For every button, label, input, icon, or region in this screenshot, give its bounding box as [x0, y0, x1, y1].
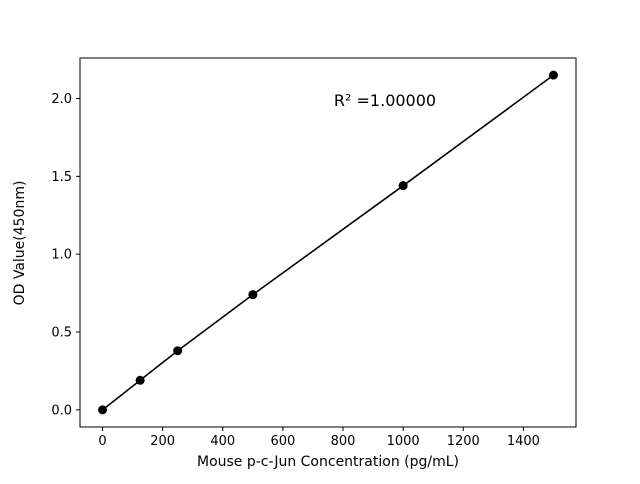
fit-line: [102, 74, 554, 411]
y-tick-label: 1.5: [51, 170, 72, 185]
x-tick-label: 600: [270, 434, 295, 449]
axes-spines: [79, 57, 577, 428]
x-tick-label: 0: [98, 434, 106, 449]
data-point-marker: [173, 346, 183, 356]
y-tick-label: 1.0: [51, 248, 72, 263]
y-tick-label: 2.0: [51, 92, 72, 107]
x-tick-label: 200: [150, 434, 175, 449]
y-axis-label: OD Value(450nm): [12, 181, 28, 306]
data-point-marker: [398, 181, 408, 191]
data-point-marker: [248, 290, 258, 300]
y-tick-label: 0.5: [51, 326, 72, 341]
data-point-marker: [98, 405, 108, 415]
data-point-marker: [548, 70, 558, 80]
x-tick-label: 1400: [507, 434, 540, 449]
y-tick-label: 0.0: [51, 403, 72, 418]
plot-area: 0 200 400 600 800 1000 1200 1400 0.0 0.5 1.0 1.5 2.0: [51, 57, 577, 449]
x-tick-label: 1200: [447, 434, 480, 449]
x-axis-label: Mouse p-c-Jun Concentration (pg/mL): [197, 454, 459, 470]
x-tick-label: 800: [331, 434, 356, 449]
x-tick-label: 1000: [387, 434, 420, 449]
x-tick-label: 400: [210, 434, 235, 449]
data-point-marker: [135, 375, 145, 385]
r-squared-annotation: R² =1.00000: [334, 91, 436, 110]
